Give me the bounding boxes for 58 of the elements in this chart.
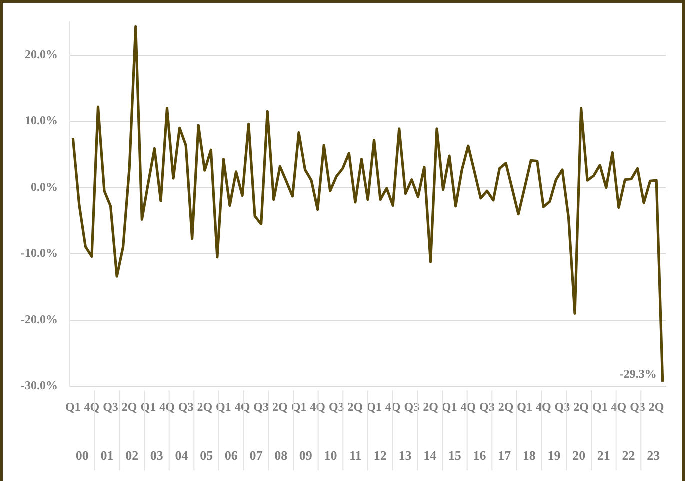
y-tick-label: -10.0% bbox=[20, 246, 58, 260]
x-tick-label: 2Q bbox=[122, 400, 138, 414]
x-tick-label: 4Q bbox=[234, 400, 250, 414]
x-tick-label: 4Q bbox=[536, 400, 552, 414]
x-tick-label: Q3 bbox=[480, 400, 495, 414]
x-tick-label: Q3 bbox=[630, 400, 646, 414]
x-tick-label: Q3 bbox=[103, 400, 118, 414]
x-tick-label: Q3 bbox=[554, 400, 570, 414]
text: 20 bbox=[572, 448, 586, 463]
text: 04 bbox=[175, 448, 189, 463]
x-tick-label: Q1 bbox=[442, 400, 458, 414]
x-tick-label: 2Q bbox=[272, 400, 288, 414]
text: 15 bbox=[448, 448, 462, 463]
text: 22 bbox=[622, 448, 636, 463]
text: 18 bbox=[522, 448, 536, 463]
x-tick-label: 2Q bbox=[574, 400, 589, 414]
y-tick-label: -20.0% bbox=[20, 312, 58, 326]
text: 19 bbox=[548, 448, 562, 463]
text: 02 bbox=[126, 448, 139, 463]
text: 16 bbox=[473, 448, 487, 463]
x-tick-label: 2Q bbox=[197, 400, 213, 414]
x-tick-label: 2Q bbox=[423, 400, 438, 414]
x-tick-label: 4Q bbox=[611, 400, 627, 414]
text: 21 bbox=[597, 448, 610, 463]
text: 07 bbox=[250, 448, 264, 463]
text: 10 bbox=[324, 448, 338, 463]
text: 00 bbox=[76, 448, 89, 463]
x-tick-label: 4Q bbox=[385, 400, 401, 414]
y-tick-label: 0.0% bbox=[30, 180, 58, 194]
x-tick-label: 2Q bbox=[348, 400, 364, 414]
text: 03 bbox=[150, 448, 164, 463]
x-tick-label: Q1 bbox=[140, 400, 156, 414]
x-tick-label: 4Q bbox=[84, 400, 100, 414]
text: 06 bbox=[224, 448, 238, 463]
x-tick-label: Q3 bbox=[328, 400, 344, 414]
y-tick-label: -30.0% bbox=[20, 378, 58, 393]
x-tick-label: Q1 bbox=[592, 400, 608, 414]
text: 05 bbox=[200, 448, 214, 463]
x-tick-label: 2Q bbox=[648, 400, 664, 414]
y-tick-label: 20.0% bbox=[24, 47, 58, 62]
x-tick-label: 4Q bbox=[160, 400, 175, 414]
text: 12 bbox=[374, 448, 387, 463]
text: 14 bbox=[424, 448, 438, 463]
text: 13 bbox=[398, 448, 412, 463]
x-tick-label: 2Q bbox=[498, 400, 514, 414]
text: 11 bbox=[349, 448, 362, 463]
x-tick-label: Q3 bbox=[178, 400, 194, 414]
data-label: -29.3% bbox=[620, 367, 657, 382]
x-tick-label: 4Q bbox=[460, 400, 476, 414]
text: 08 bbox=[274, 448, 288, 463]
x-tick-label: Q1 bbox=[65, 400, 81, 414]
text: 01 bbox=[100, 448, 114, 463]
text: 09 bbox=[299, 448, 313, 463]
text: 17 bbox=[498, 448, 512, 463]
text: 23 bbox=[647, 448, 661, 463]
x-tick-label: Q3 bbox=[254, 400, 270, 414]
x-tick-label: Q1 bbox=[517, 400, 533, 414]
y-tick-label: 10.0% bbox=[24, 114, 58, 128]
